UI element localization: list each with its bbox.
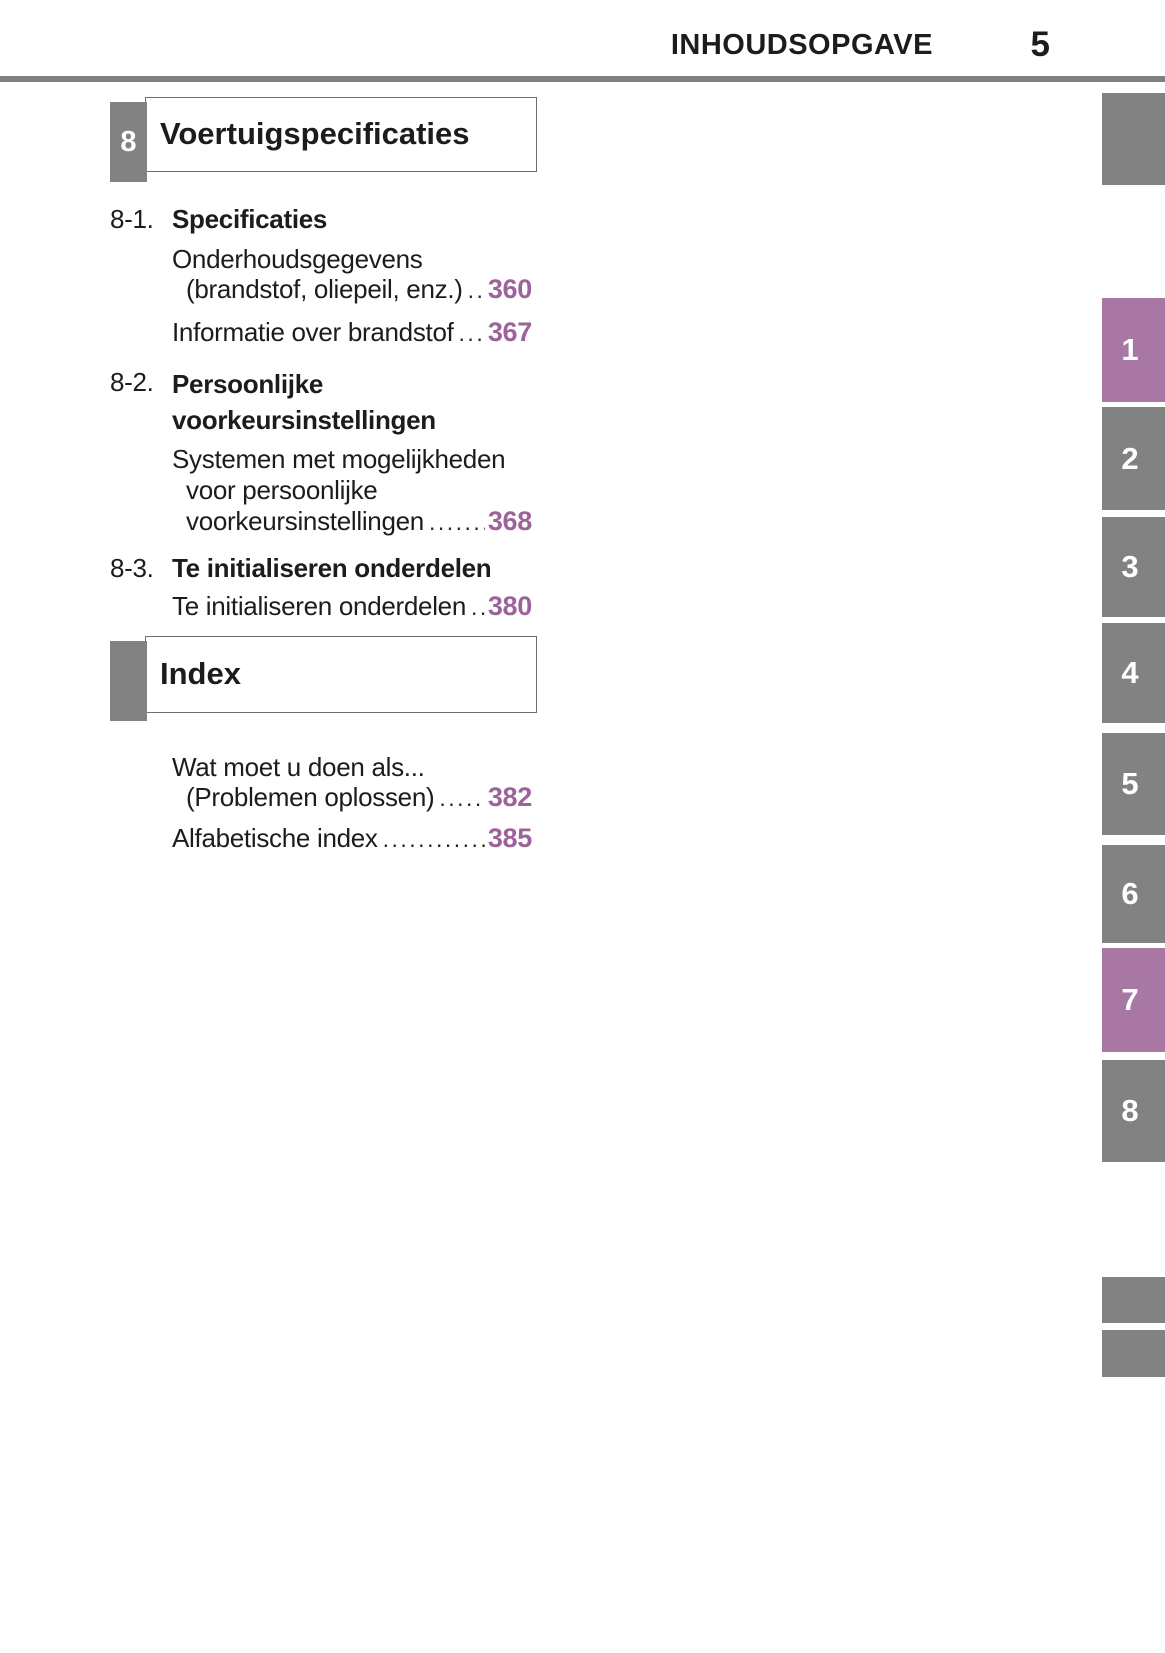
- entry-page-number: 368: [487, 506, 532, 536]
- side-tab-7: 7: [1102, 948, 1165, 1052]
- section-title-line: Persoonlijke: [172, 369, 324, 399]
- toc-content: 8-1. Specificaties Onderhoudsgegevens (b…: [110, 203, 537, 854]
- entry-page-number: 360: [487, 274, 532, 304]
- section-heading-8-1: 8-1. Specificaties: [110, 203, 532, 236]
- entry-text: Informatie over brandstof: [172, 317, 454, 347]
- side-tab-6: 6: [1102, 845, 1165, 943]
- entry-text: Alfabetische index: [172, 823, 378, 853]
- entry-page-number: 380: [487, 591, 532, 621]
- section-title: Te initialiseren onderdelen: [172, 553, 492, 583]
- side-tab-blank-bottom-1: [1102, 1277, 1165, 1323]
- section-number: 8-1.: [110, 204, 154, 234]
- side-tab-2: 2: [1102, 407, 1165, 510]
- side-tab-1: 1: [1102, 298, 1165, 402]
- dot-leader: ........................................…: [439, 785, 484, 811]
- chapter-box-frame: [145, 97, 537, 172]
- entry-leader-row: (brandstof, oliepeil, enz.) ............…: [172, 274, 532, 305]
- chapter-number-badge: 8: [110, 102, 147, 182]
- toc-entry-informatie-brandstof: Informatie over brandstof ..............…: [110, 317, 532, 348]
- page-number: 5: [1030, 25, 1050, 64]
- side-tab-blank-bottom-2: [1102, 1330, 1165, 1377]
- section-heading-8-2: 8-2. Persoonlijke voorkeursinstellingen: [110, 366, 532, 438]
- index-title: Index: [160, 656, 241, 691]
- entry-leader-row: Informatie over brandstof ..............…: [172, 317, 532, 348]
- dot-leader: ........................................…: [428, 509, 485, 535]
- toc-entry-systemen: Systemen met mogelijkheden voor persoonl…: [110, 444, 532, 538]
- dot-leader: ........................................…: [471, 594, 485, 620]
- toc-entry-initialiseren: Te initialiseren onderdelen ............…: [110, 591, 532, 622]
- entry-text: voorkeursinstellingen: [186, 506, 424, 536]
- section-title: Persoonlijke voorkeursinstellingen: [172, 366, 436, 438]
- entry-page-number: 367: [487, 317, 532, 347]
- entry-text: Te initialiseren onderdelen: [172, 591, 466, 621]
- section-number: 8-3.: [110, 553, 154, 583]
- entry-leader-row: (Problemen oplossen) ...................…: [172, 782, 532, 813]
- side-tab-3: 3: [1102, 517, 1165, 617]
- entry-page-number: 382: [487, 782, 532, 812]
- toc-entry-alfabetische-index: Alfabetische index .....................…: [110, 823, 532, 854]
- side-tab-5: 5: [1102, 733, 1165, 835]
- toc-entry-wat-moet-u-doen: Wat moet u doen als... (Problemen oploss…: [110, 752, 532, 813]
- header-rule: [0, 76, 1165, 82]
- page-title: INHOUDSOPGAVE: [670, 29, 933, 61]
- entry-page-number: 385: [487, 823, 532, 853]
- toc-entry-onderhoudsgegevens: Onderhoudsgegevens (brandstof, oliepeil,…: [110, 244, 532, 305]
- side-tab-8: 8: [1102, 1060, 1165, 1162]
- dot-leader: ........................................…: [467, 277, 485, 303]
- section-number: 8-2.: [110, 367, 154, 397]
- chapter-box: 8 Voertuigspecificaties: [110, 97, 537, 183]
- entry-text: (Problemen oplossen): [186, 782, 435, 812]
- index-badge: [110, 641, 147, 721]
- entry-leader-row: Alfabetische index .....................…: [172, 823, 532, 854]
- entry-text: (brandstof, oliepeil, enz.): [186, 274, 463, 304]
- entry-line: Systemen met mogelijkheden: [172, 444, 506, 474]
- entry-leader-row: voorkeursinstellingen ..................…: [172, 506, 532, 538]
- entry-line: Onderhoudsgegevens: [172, 244, 423, 274]
- side-tab-blank-top: [1102, 93, 1165, 185]
- entry-line: voor persoonlijke: [186, 475, 378, 505]
- dot-leader: ........................................…: [382, 826, 485, 852]
- side-tab-4: 4: [1102, 623, 1165, 723]
- index-box: Index: [110, 636, 537, 721]
- index-box-frame: [145, 636, 537, 713]
- section-title: Specificaties: [172, 204, 328, 234]
- section-title-line: voorkeursinstellingen: [172, 405, 436, 435]
- entry-line: Wat moet u doen als...: [172, 752, 425, 782]
- dot-leader: ........................................…: [458, 320, 485, 346]
- entry-leader-row: Te initialiseren onderdelen ............…: [172, 591, 532, 622]
- section-heading-8-3: 8-3. Te initialiseren onderdelen: [110, 552, 532, 585]
- chapter-title: Voertuigspecificaties: [160, 116, 470, 151]
